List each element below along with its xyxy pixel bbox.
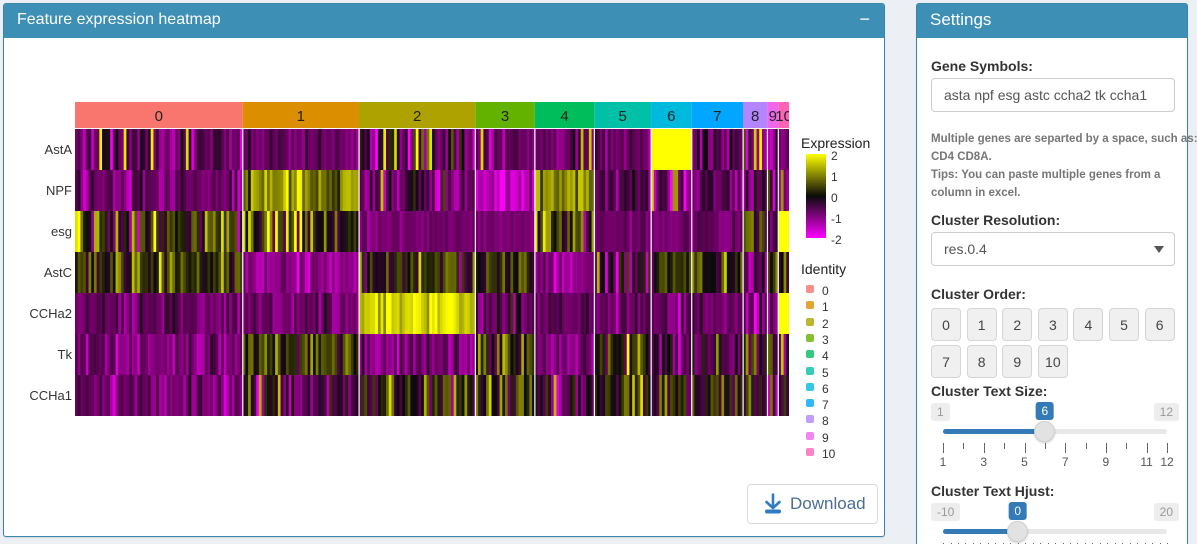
- svg-text:5: 5: [618, 108, 626, 125]
- svg-text:4: 4: [560, 108, 568, 125]
- svg-text:2: 2: [413, 108, 421, 125]
- svg-text:8: 8: [751, 108, 759, 125]
- svg-text:10: 10: [775, 108, 789, 125]
- svg-text:3: 3: [501, 108, 509, 125]
- svg-text:6: 6: [667, 108, 675, 125]
- svg-text:7: 7: [713, 108, 721, 125]
- svg-text:1: 1: [297, 108, 305, 125]
- svg-text:0: 0: [155, 108, 163, 125]
